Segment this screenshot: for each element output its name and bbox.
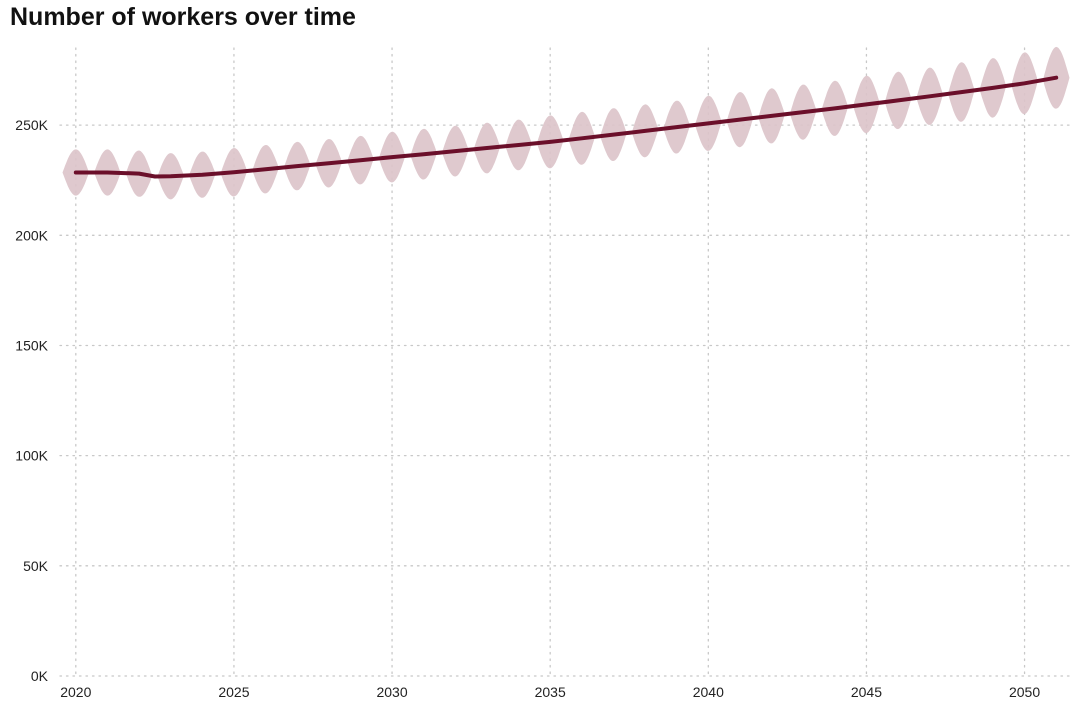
trend-series (73, 75, 1059, 179)
x-tick-label: 2035 (535, 684, 566, 700)
x-axis: 2020 2025 2030 2035 2040 2045 2050 (60, 684, 1040, 700)
y-tick-label: 200K (15, 227, 48, 243)
x-tick-label: 2045 (851, 684, 882, 700)
seasonal-band (62, 46, 1070, 200)
x-tick-label: 2040 (693, 684, 724, 700)
chart-title: Number of workers over time (10, 3, 356, 31)
trend-line (73, 75, 1059, 179)
y-tick-label: 50K (23, 558, 49, 574)
grid-lines (59, 47, 1073, 677)
y-tick-label: 100K (15, 448, 48, 464)
x-tick-label: 2030 (376, 684, 407, 700)
x-tick-label: 2050 (1009, 684, 1040, 700)
y-tick-label: 250K (15, 117, 48, 133)
y-tick-label: 150K (15, 337, 48, 353)
y-tick-label: 0K (31, 668, 49, 684)
y-axis: 0K 50K 100K 150K 200K 250K (15, 117, 48, 684)
x-tick-label: 2020 (60, 684, 91, 700)
x-tick-label: 2025 (218, 684, 249, 700)
